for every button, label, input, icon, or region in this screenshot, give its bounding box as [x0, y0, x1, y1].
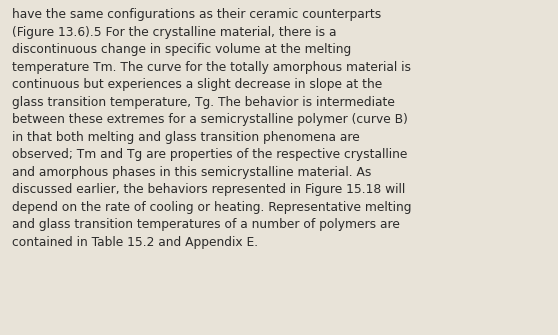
Text: have the same configurations as their ceramic counterparts
(Figure 13.6).5 For t: have the same configurations as their ce… — [12, 8, 412, 249]
